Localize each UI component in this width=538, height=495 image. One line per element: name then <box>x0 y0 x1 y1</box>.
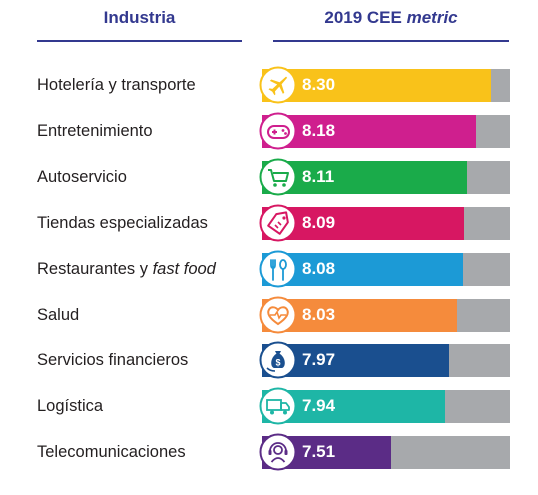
value-label: 8.03 <box>302 305 336 324</box>
chart-row: Salud 8.03 <box>0 296 538 336</box>
chart-row: Autoservicio 8.11 <box>0 158 538 198</box>
metric-header-italic: metric <box>406 8 458 27</box>
value-label: 8.09 <box>302 213 336 232</box>
chart-row: Restaurantes y fast food 8.08 <box>0 250 538 290</box>
money-bag-icon: $ <box>259 341 297 379</box>
gamepad-icon <box>259 112 297 150</box>
category-label: Telecomunicaciones <box>37 443 186 461</box>
value-label: 8.18 <box>302 121 336 140</box>
price-tag-icon <box>259 204 297 242</box>
value-label: 8.11 <box>302 167 335 186</box>
chart-row: Servicios financieros 7.97 $ <box>0 341 538 381</box>
chart-row: Entretenimiento 8.18 <box>0 112 538 152</box>
category-label-italic: fast food <box>152 260 216 278</box>
industry-header-rule <box>37 40 242 42</box>
category-label: Restaurantes y fast food <box>37 260 216 279</box>
heart-pulse-icon <box>259 296 297 334</box>
category-label: Hotelería y transporte <box>37 76 196 94</box>
fork-spoon-icon <box>259 250 297 288</box>
airplane-icon <box>259 66 297 104</box>
chart-row: Telecomunicaciones 7.51 <box>0 433 538 473</box>
metric-header-rule <box>273 40 509 42</box>
headset-icon <box>259 433 297 471</box>
value-label: 7.51 <box>302 442 336 461</box>
category-label: Salud <box>37 306 80 324</box>
industry-header: Industria <box>103 8 176 27</box>
chart-row: Hotelería y transporte 8.30 <box>0 66 538 106</box>
value-label: 8.08 <box>302 259 336 278</box>
category-label: Tiendas especializadas <box>37 214 208 232</box>
value-label: 7.97 <box>302 350 336 369</box>
metric-header: 2019 CEE metric <box>273 8 509 28</box>
svg-text:$: $ <box>275 358 280 368</box>
truck-icon <box>259 387 297 425</box>
category-label-prefix: Restaurantes y <box>37 260 153 278</box>
bar <box>262 115 476 148</box>
category-label: Logística <box>37 397 104 415</box>
chart-row: Logística 7.94 <box>0 387 538 427</box>
metric-header-prefix: 2019 CEE <box>324 8 407 27</box>
cart-icon <box>259 158 297 196</box>
category-label: Autoservicio <box>37 168 127 186</box>
category-label: Servicios financieros <box>37 351 189 369</box>
bar <box>262 69 491 102</box>
category-label: Entretenimiento <box>37 122 153 140</box>
chart-row: Tiendas especializadas 8.09 <box>0 204 538 244</box>
value-label: 7.94 <box>302 396 336 415</box>
value-label: 8.30 <box>302 75 336 94</box>
